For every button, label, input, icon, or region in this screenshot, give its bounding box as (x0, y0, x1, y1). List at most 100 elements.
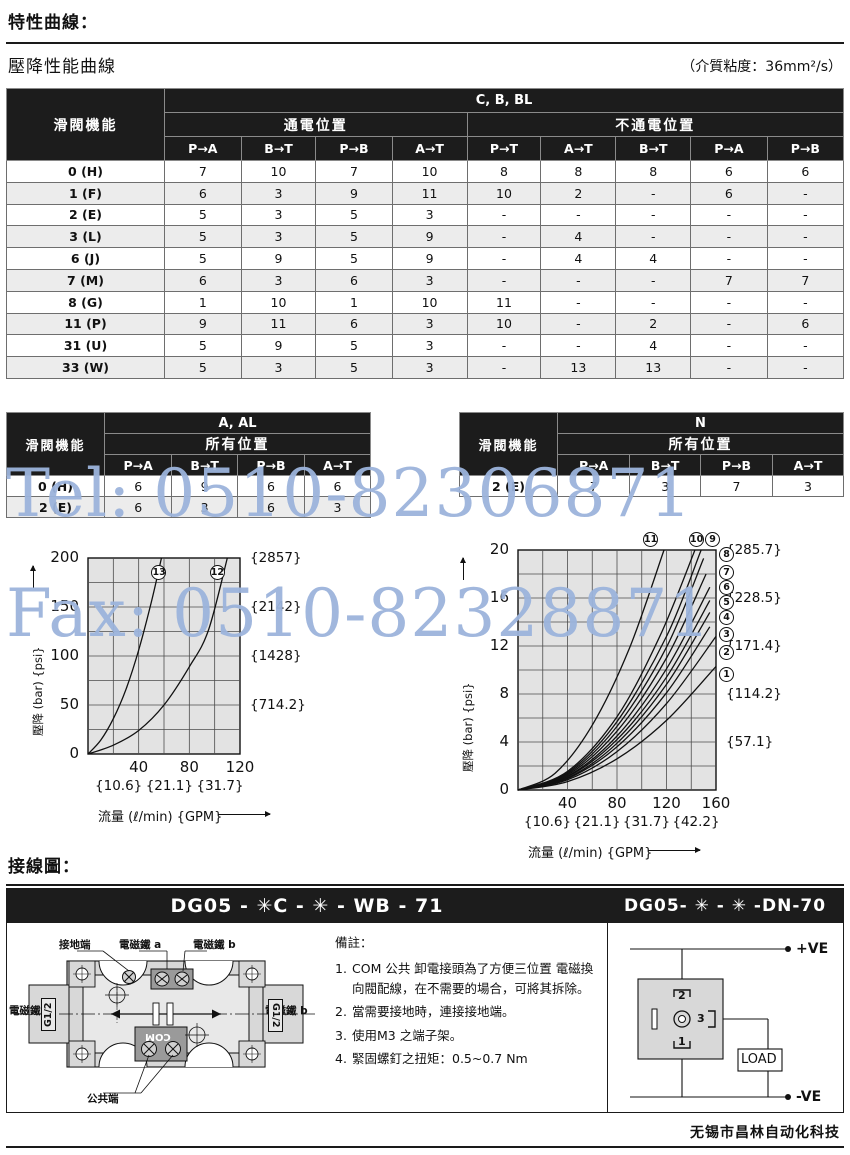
table-row: 2 (E) 7 3 7 3 (459, 475, 844, 497)
wiring-divider (6, 884, 844, 886)
n_table-corner-label: 滑閥機能 (459, 412, 558, 476)
main-table-col-8: P→B (766, 136, 845, 161)
main-table-cell: 2 (615, 312, 692, 336)
main-table-function: 31 (U) (6, 334, 165, 358)
main-table-cell: 8 (466, 160, 542, 183)
main-table-cell: 5 (315, 203, 393, 227)
main-table-cell: - (615, 203, 692, 227)
main-table-cell: 10 (391, 290, 468, 314)
label-solenoid-a-top: 電磁鐵 a (119, 939, 162, 951)
y-psi-label: {285.7} (726, 542, 782, 558)
note-item: 3. 使用M3 之端子架。 (335, 1026, 597, 1045)
main-table-cell: 5 (315, 225, 393, 249)
main-table-cell: - (466, 225, 542, 249)
main-table-cell: 8 (615, 160, 692, 183)
n_table-function: 2 (E) (459, 475, 558, 497)
curve-7 (517, 573, 707, 791)
main-table-function: 8 (G) (6, 290, 165, 314)
y-tick: 20 (489, 540, 509, 558)
main-table-cell: 3 (391, 203, 468, 227)
main-table-cell: - (466, 203, 542, 227)
main-table-cell: 5 (315, 356, 393, 379)
y-psi-label: {114.2} (726, 686, 782, 702)
main-table-cell: 7 (690, 268, 768, 292)
main-table-cell: 9 (164, 312, 242, 336)
x-tick: 40 (129, 758, 149, 776)
x-axis-title: 流量 (ℓ/min) {GPM} (98, 810, 223, 825)
main-table-cell: - (466, 247, 542, 270)
footer-divider (6, 1146, 844, 1148)
label-solenoid-b-top: 電磁鐵 b (193, 939, 236, 951)
main-table-cell: 3 (391, 334, 468, 358)
wiring-right-header: DG05- ✳ - ✳ -DN-70 (607, 889, 843, 923)
table-row: 8 (G) 1 10 1 10 11- - - - (6, 290, 845, 314)
note-number: 1. (335, 961, 347, 977)
table-row: 3 (L) 5 3 5 9-4- - - (6, 225, 845, 249)
y-tick: 200 (50, 548, 79, 566)
aal_table-group-label: A, AL (104, 412, 371, 434)
curve-8 (517, 558, 705, 791)
main-table-cell: - (690, 356, 768, 379)
main-table-cell: 9 (240, 334, 317, 358)
main-table-cell: 5 (315, 247, 393, 270)
y-psi-label: {57.1} (726, 734, 774, 750)
main-table-cell: - (466, 356, 542, 379)
x-tick: 120 (225, 758, 255, 776)
y-tick: 8 (499, 684, 509, 702)
table-row: 0 (H) 7 10 7 10 8 8 8 6 6 (6, 160, 845, 183)
curve-label-5: 5 (719, 594, 734, 610)
n_table-col-3: A→T (772, 454, 844, 476)
main-table-cell: - (766, 247, 845, 270)
main-table-cell: 10 (240, 160, 317, 183)
main-table-cell: - (766, 225, 845, 249)
label-pin-3: 3 (697, 1012, 705, 1025)
aal_table-cell: 6 (303, 475, 372, 497)
main-table-cell: - (766, 290, 845, 314)
main-table-cell: 4 (615, 334, 692, 358)
x-axis-title: 流量 (ℓ/min) {GPM} (528, 846, 653, 861)
y-tick: 0 (499, 780, 509, 798)
main-table-cell: 6 (690, 181, 768, 205)
y-tick: 0 (69, 744, 79, 762)
main-table-cell: - (766, 203, 845, 227)
main-table-function: 6 (J) (6, 247, 165, 270)
main-table-function: 1 (F) (6, 181, 165, 205)
aal_table-col-0: P→A (103, 454, 173, 476)
x-tick-gpm: {21.1} (145, 778, 193, 794)
x-tick-gpm: {21.1} (573, 814, 621, 830)
aal_table-cell: 9 (171, 475, 238, 497)
main-table-cell: 7 (766, 268, 845, 292)
table-row: 0 (H) 6 9 6 6 (6, 475, 372, 497)
main-table-function: 11 (P) (6, 312, 165, 336)
wiring-section-title: 接線圖： (8, 857, 80, 877)
main-table-cell: 4 (540, 247, 617, 270)
curve-4 (517, 612, 711, 791)
main-table-function: 33 (W) (6, 356, 165, 379)
table-row: 2 (E) 5 3 5 3- - - - - (6, 203, 845, 227)
main-table-cell: - (766, 356, 845, 379)
y-psi-label: {714.2} (250, 697, 306, 713)
main-table-subgroup-deenergized: 不通電位置 (466, 112, 845, 137)
label-pin-1: 1 (678, 1035, 686, 1048)
label-common-terminal: 公共端 (87, 1093, 119, 1105)
aal_table-subgroup: 所有位置 (104, 433, 371, 455)
x-tick: 120 (652, 794, 681, 812)
page-title: 特性曲線： (8, 13, 98, 33)
main-table-cell: 3 (391, 268, 468, 292)
aal_table-col-1: B→T (171, 454, 238, 476)
table-row: 11 (P) 9 11 6 3 10-2-6 (6, 312, 845, 336)
main-table-function: 2 (E) (6, 203, 165, 227)
x-tick-gpm: {10.6} (95, 778, 143, 794)
main-table-cell: 5 (164, 334, 242, 358)
main-table-cell: 11 (240, 312, 317, 336)
curve-label-4: 4 (719, 610, 734, 626)
main-table-cell: - (615, 268, 692, 292)
n_table-cell: 7 (699, 475, 774, 497)
main-table-function: 7 (M) (6, 268, 165, 292)
main-table-cell: 10 (240, 290, 317, 314)
main-table-cell: 9 (315, 181, 393, 205)
main-table-cell: 6 (690, 160, 768, 183)
table-row: 7 (M) 6 3 6 3- - -7 7 (6, 268, 845, 292)
main-table-cell: - (690, 290, 768, 314)
main-table-cell: 6 (164, 181, 242, 205)
